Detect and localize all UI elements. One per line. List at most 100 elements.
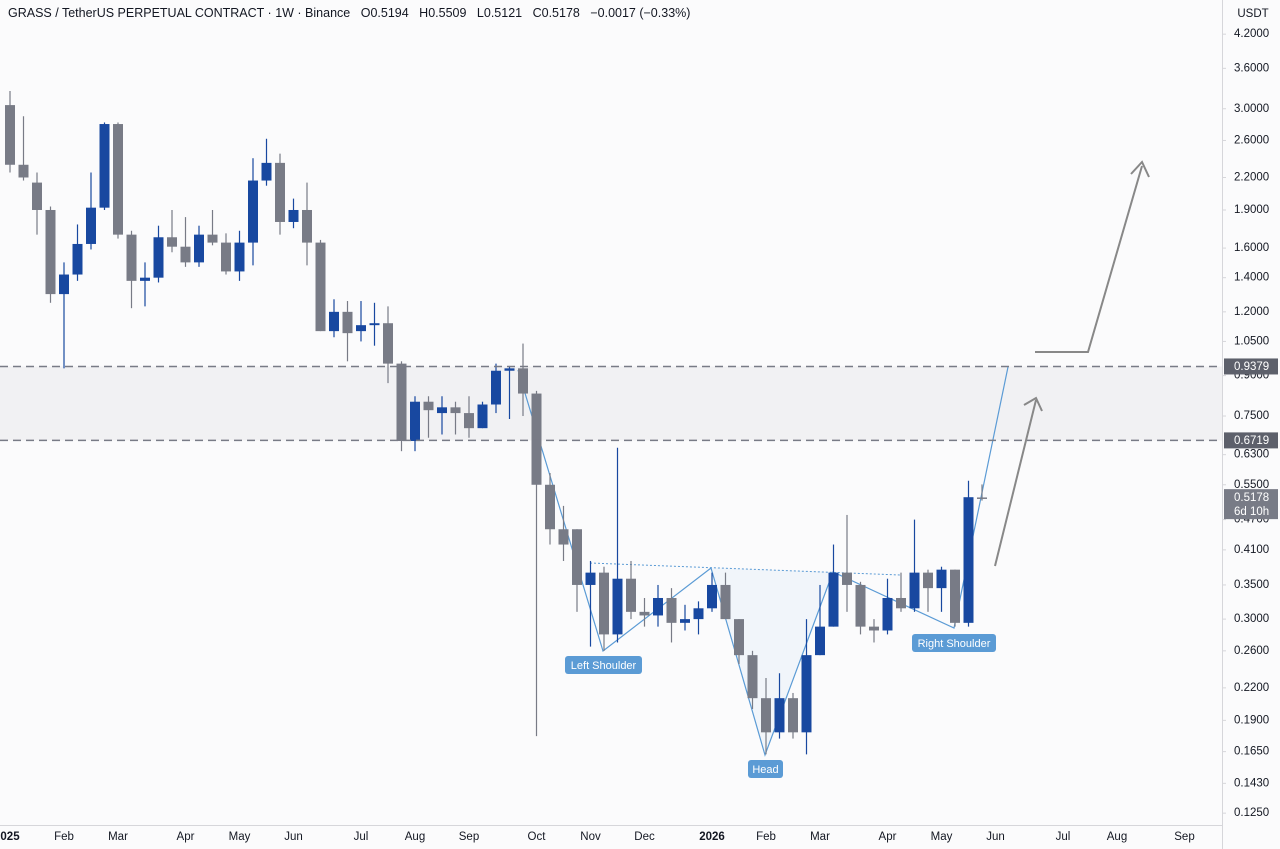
y-tick-label: 0.5500 xyxy=(1234,479,1269,491)
candle-body xyxy=(680,619,690,623)
candle-body xyxy=(585,572,596,585)
change: −0.0017 (−0.33%) xyxy=(590,6,691,20)
candle-body xyxy=(653,597,663,616)
y-tick-label: 0.3500 xyxy=(1234,579,1269,591)
candle-body xyxy=(32,182,42,210)
candle-body xyxy=(734,619,744,656)
candle-body xyxy=(315,242,326,332)
label-box xyxy=(565,656,642,674)
candle-body xyxy=(761,698,771,733)
ohlc-label: L xyxy=(476,6,484,20)
candle-body xyxy=(909,572,920,609)
ohlc-value: 0.5509 xyxy=(428,6,467,20)
candle-body xyxy=(950,569,960,623)
candle-body xyxy=(599,572,609,635)
candle-body xyxy=(86,207,96,244)
candle-body xyxy=(302,209,312,243)
candle-body xyxy=(977,497,987,499)
candle-body xyxy=(329,311,339,332)
candle-body xyxy=(923,572,933,589)
y-tick-label: 0.2200 xyxy=(1234,682,1269,694)
candle-body xyxy=(288,209,299,222)
candle-body xyxy=(356,325,366,332)
candle-body xyxy=(828,572,839,627)
ohlc-label: H xyxy=(419,6,429,20)
countdown: 6d 10h xyxy=(1234,506,1269,518)
head-area xyxy=(711,568,833,755)
candle-body xyxy=(383,323,393,364)
label-box xyxy=(912,634,996,652)
x-tick-label: May xyxy=(229,831,251,843)
candle-body xyxy=(423,401,434,411)
candle-body xyxy=(261,162,272,181)
candle-body xyxy=(464,413,474,429)
ohlc-label: O xyxy=(360,6,371,20)
candle-body xyxy=(140,277,150,281)
candle-body xyxy=(639,611,650,616)
candle-body xyxy=(275,162,285,222)
x-tick-label: Aug xyxy=(1107,831,1127,843)
candle-body xyxy=(788,698,798,733)
y-tick-label: 0.1430 xyxy=(1234,777,1269,789)
candle-body xyxy=(126,234,137,281)
candle-body xyxy=(153,237,164,278)
candle-body xyxy=(221,242,231,272)
candle-body xyxy=(396,363,407,442)
y-tick-label: 4.2000 xyxy=(1234,28,1269,40)
level-tag xyxy=(1224,358,1278,375)
y-tick-label: 0.3000 xyxy=(1234,613,1269,625)
candle-body xyxy=(5,105,15,165)
candle-body xyxy=(774,698,785,733)
y-tick-label: 0.1900 xyxy=(1234,714,1269,726)
y-tick-label: 0.4100 xyxy=(1234,544,1269,556)
candle-body xyxy=(18,164,29,178)
x-tick-label: Apr xyxy=(879,831,897,843)
candle-body xyxy=(572,529,582,585)
x-tick-label: Apr xyxy=(177,831,195,843)
candle-body xyxy=(248,180,258,243)
y-tick-label: 0.1250 xyxy=(1234,807,1269,819)
x-tick-label: 025 xyxy=(0,831,20,843)
x-tick-label: Feb xyxy=(54,831,74,843)
y-tick-label: 3.0000 xyxy=(1234,103,1269,115)
candle-body xyxy=(666,597,677,623)
candle-body xyxy=(342,311,353,334)
y-tick-label: 0.1650 xyxy=(1234,746,1269,758)
y-tick-label: 2.2000 xyxy=(1234,172,1269,184)
x-tick-label: Mar xyxy=(108,831,128,843)
candle-body xyxy=(504,368,515,371)
x-tick-label: Sep xyxy=(459,831,479,843)
y-tick-label: 1.0500 xyxy=(1234,335,1269,347)
currency: USDT xyxy=(1237,8,1268,20)
candle-body xyxy=(72,243,83,275)
candle-body xyxy=(626,578,636,612)
x-tick-label: 2026 xyxy=(699,831,725,843)
candle-body xyxy=(491,370,501,405)
candle-body xyxy=(896,597,906,609)
candle-body xyxy=(882,597,893,631)
candle-body xyxy=(113,124,123,235)
ohlc-value: 0.5194 xyxy=(370,6,409,20)
candle-body xyxy=(167,237,177,247)
head-and-shoulders-drawing xyxy=(517,160,1150,757)
candle-body xyxy=(234,242,245,272)
x-tick-label: Jul xyxy=(354,831,369,843)
candle-body xyxy=(180,246,191,263)
x-tick-label: May xyxy=(931,831,953,843)
symbol-header: GRASS / TetherUS PERPETUAL CONTRACT · 1W… xyxy=(8,6,690,20)
arrow xyxy=(1035,160,1150,353)
pattern-line xyxy=(517,366,1009,757)
pattern-labels: Left Shoulder Head Right Shoulder xyxy=(565,634,996,778)
candle-body xyxy=(410,401,420,442)
y-tick-label: 0.2600 xyxy=(1234,645,1269,657)
last-price-tag xyxy=(1224,489,1278,520)
candle-body xyxy=(369,323,380,326)
x-tick-label: Aug xyxy=(405,831,425,843)
arrow xyxy=(994,396,1043,567)
candle-body xyxy=(936,569,947,589)
x-tick-label: Dec xyxy=(634,831,655,843)
annotation: Right Shoulder xyxy=(918,638,991,650)
candle-body xyxy=(477,404,488,429)
y-tick-label: 1.9000 xyxy=(1234,204,1269,216)
